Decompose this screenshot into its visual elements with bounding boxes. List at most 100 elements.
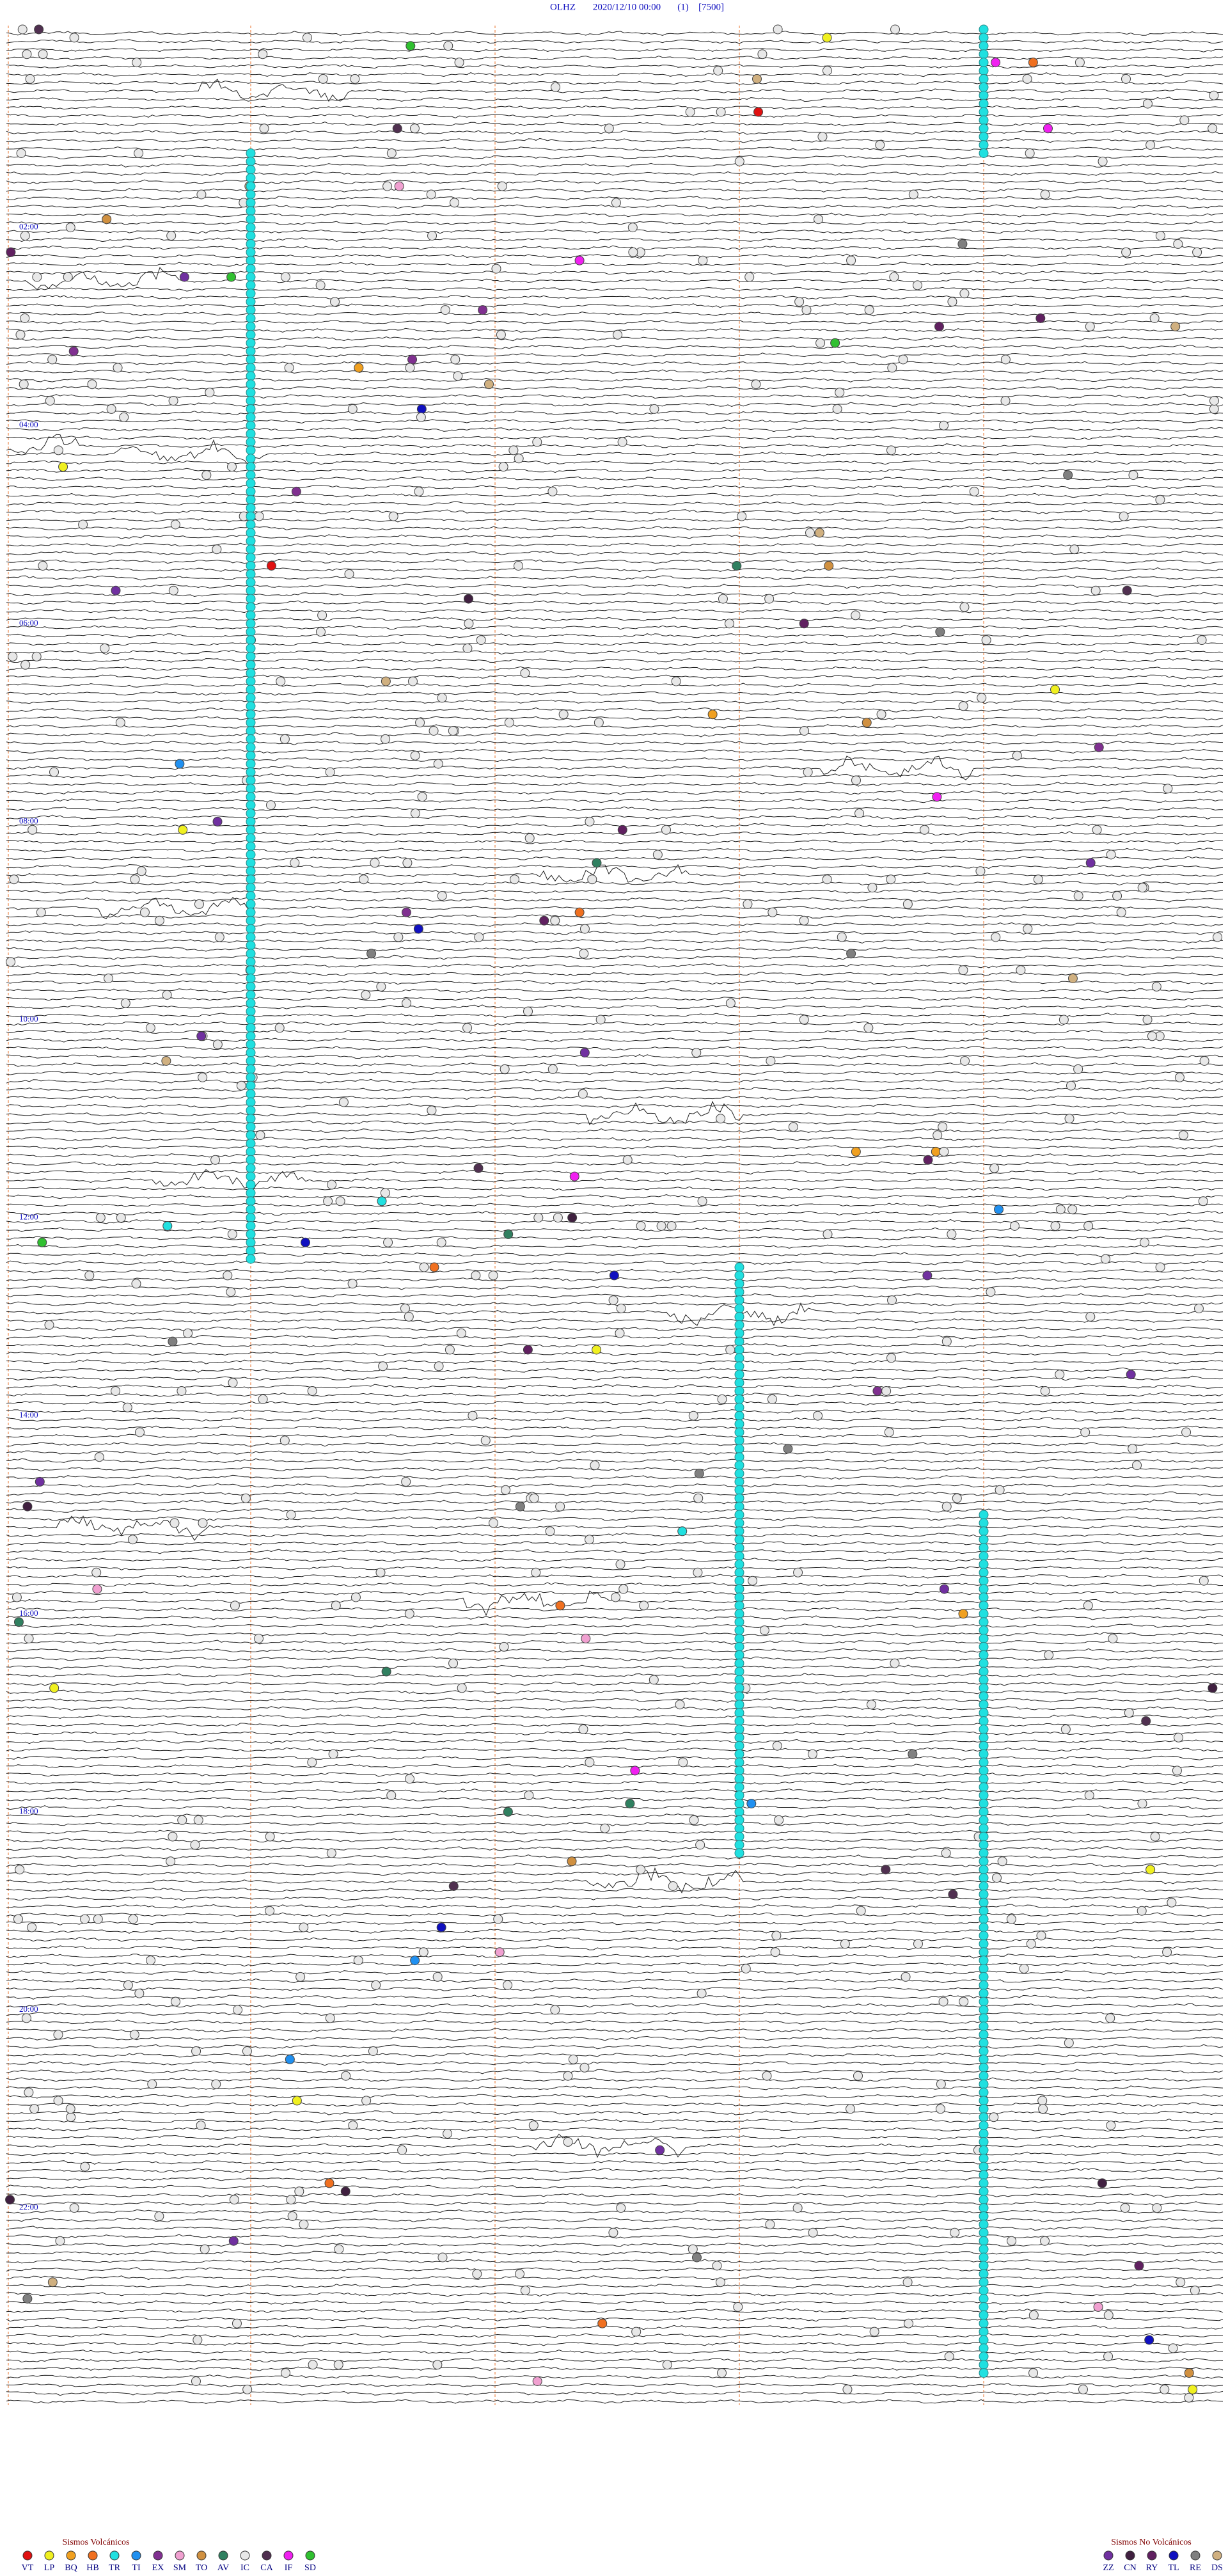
event-marker (585, 1535, 595, 1545)
event-marker (979, 90, 989, 100)
trace (6, 1235, 1224, 1241)
event-marker (131, 1279, 141, 1289)
trace (6, 2259, 1224, 2264)
trace (6, 476, 1224, 482)
event-marker (17, 24, 28, 35)
event-marker (979, 1815, 989, 1825)
legend-swatch (44, 2550, 54, 2561)
event-marker (246, 1254, 256, 1264)
legend-swatch (22, 2550, 33, 2561)
event-marker (979, 1650, 989, 1660)
time-label: 02:00 (19, 222, 38, 232)
event-marker (1106, 2121, 1116, 2131)
event-marker (478, 305, 488, 315)
event-marker (734, 1328, 744, 1338)
event-marker (1064, 2038, 1074, 2048)
trace (6, 1070, 1224, 1075)
event-marker (979, 74, 989, 84)
trace (6, 253, 1224, 259)
event-marker (734, 1815, 744, 1825)
event-marker (713, 66, 723, 75)
event-marker (835, 388, 845, 398)
event-marker (979, 1683, 989, 1693)
event-marker (371, 1980, 381, 1990)
event-marker (295, 1972, 306, 1982)
event-marker (210, 1155, 221, 1165)
event-marker (1037, 2096, 1048, 2106)
event-marker (386, 148, 397, 158)
event-marker (748, 1576, 758, 1586)
event-marker (246, 454, 256, 464)
event-marker (715, 2277, 725, 2288)
legend-swatch (262, 2550, 272, 2561)
event-marker (515, 1501, 525, 1512)
event-marker (734, 1790, 744, 1801)
event-marker (246, 363, 256, 373)
event-marker (246, 247, 256, 257)
event-marker (246, 437, 256, 447)
event-marker (902, 2277, 913, 2288)
trace (6, 1137, 1224, 1142)
event-marker (353, 1956, 363, 1966)
event-marker (887, 1295, 897, 1306)
event-marker (212, 1039, 223, 1050)
legend-code: EX (152, 2563, 164, 2573)
event-marker (979, 2021, 989, 2032)
event-marker (246, 825, 256, 835)
event-marker (402, 998, 412, 1008)
event-marker (734, 1402, 744, 1412)
event-marker (1059, 1015, 1069, 1025)
event-marker (1208, 123, 1218, 134)
event-marker (410, 1956, 420, 1966)
event-marker (947, 1229, 957, 1239)
trace (6, 1722, 1224, 1728)
event-marker (28, 825, 38, 835)
event-marker (246, 338, 256, 348)
event-marker (734, 1806, 744, 1817)
event-marker (361, 2096, 372, 2106)
trace (6, 2069, 1224, 2074)
trace (6, 1574, 1224, 1579)
event-marker (979, 2178, 989, 2188)
event-marker (695, 1840, 705, 1850)
event-marker (1105, 2013, 1115, 2023)
event-marker (862, 718, 872, 728)
event-marker (574, 255, 585, 265)
event-marker (734, 1749, 744, 1759)
event-marker (44, 1320, 54, 1330)
trace (6, 427, 1224, 432)
event-marker (426, 189, 436, 200)
event-marker (407, 354, 418, 365)
trace (6, 2350, 1224, 2355)
event-marker (960, 1056, 970, 1066)
trace (6, 1582, 1224, 1587)
event-marker (9, 874, 19, 885)
event-marker (443, 2129, 453, 2138)
trace (6, 2035, 1224, 2041)
trace (6, 1945, 1224, 1950)
event-marker (979, 1641, 989, 1652)
event-marker (436, 1922, 446, 1932)
event-marker (793, 1567, 803, 1577)
event-marker (1190, 2286, 1200, 2296)
event-marker (520, 2286, 530, 2296)
event-marker (27, 1922, 37, 1932)
event-marker (1103, 2351, 1114, 2362)
trace (6, 1343, 1224, 1348)
event-marker (503, 1229, 514, 1239)
trace (6, 716, 1224, 721)
trace (6, 484, 1224, 490)
legend-swatch (240, 2550, 250, 2561)
event-marker (1184, 2392, 1194, 2403)
event-marker (545, 1526, 555, 1537)
event-marker (979, 1617, 989, 1627)
event-marker (191, 2046, 201, 2056)
event-marker (979, 2121, 989, 2131)
time-label: 14:00 (19, 1410, 38, 1419)
event-marker (734, 1551, 744, 1561)
event-marker (246, 379, 256, 390)
event-marker (734, 1617, 744, 1627)
event-marker (166, 1856, 176, 1867)
trace (6, 1491, 1224, 1497)
legend-code: TO (196, 2563, 207, 2573)
